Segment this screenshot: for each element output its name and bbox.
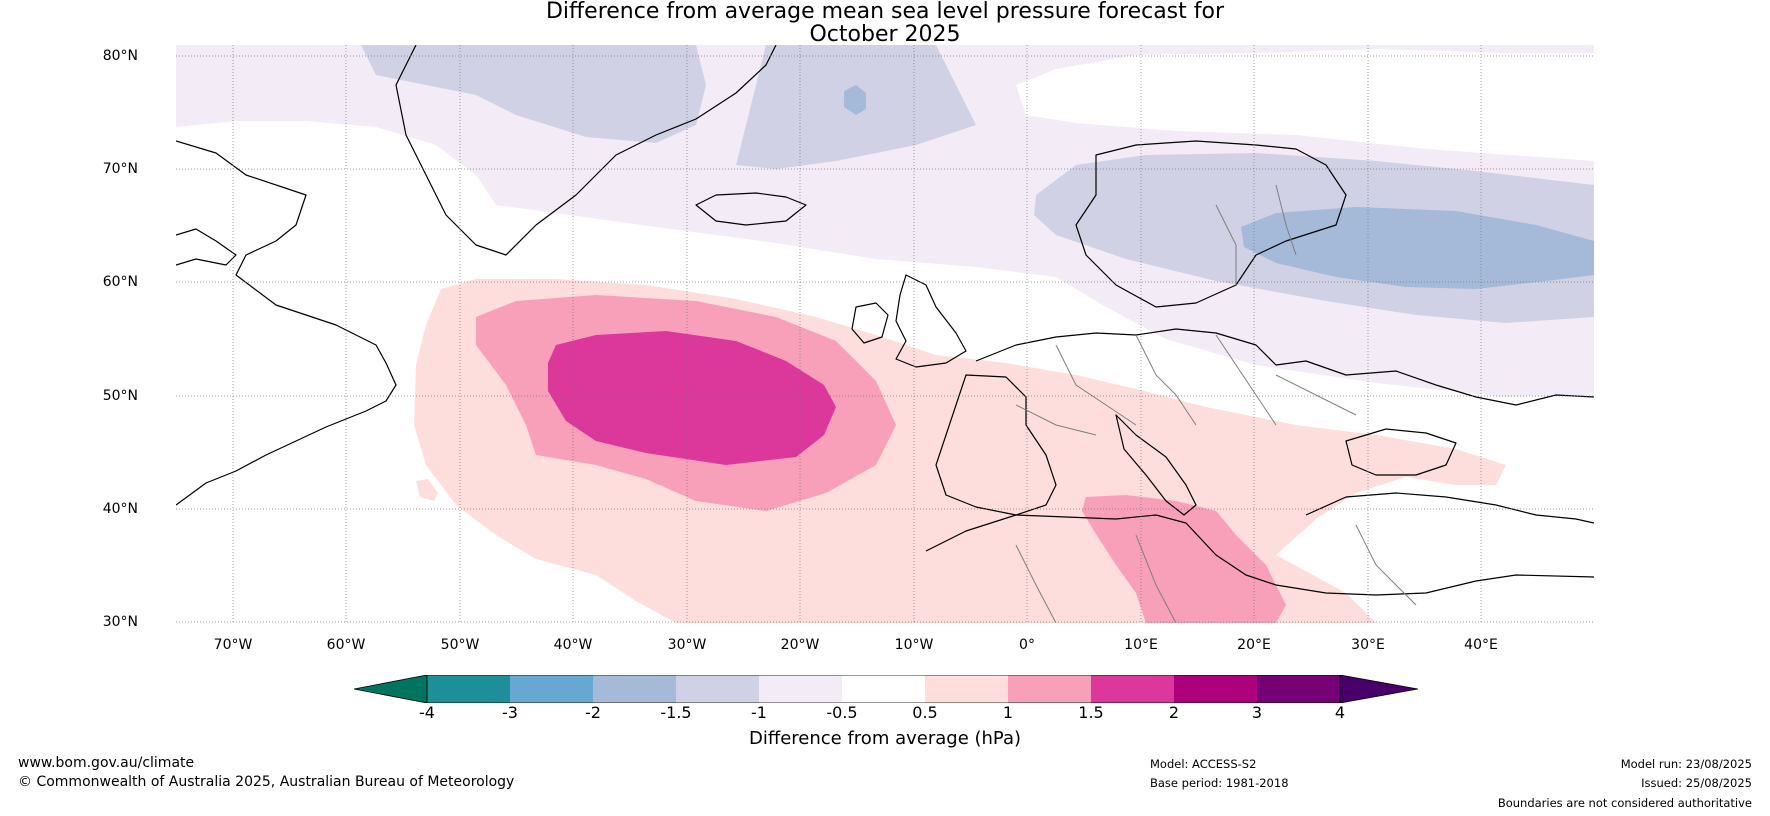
border-10 (1355, 524, 1417, 606)
lat-label-80n: 80°N (102, 48, 138, 64)
colorbar-svg (353, 674, 1419, 704)
coast-italy (1115, 414, 1197, 516)
footer-website: www.bom.gov.au/climate (18, 755, 195, 771)
country-boundaries (1015, 184, 1417, 623)
lat-label-70n: 70°N (102, 161, 138, 177)
colorbar-bin-neg0.5-0.5 (842, 675, 925, 703)
coastlines (176, 45, 1594, 596)
map-svg (176, 45, 1594, 623)
coast-baffin (176, 228, 237, 266)
colorbar (353, 674, 1419, 704)
colorbar-tick-1: 1 (1002, 703, 1014, 722)
contour-pos-0.5-island (416, 479, 438, 501)
lon-label-30w: 30°W (667, 637, 707, 653)
contour-pos-1-mediterranean (1082, 495, 1286, 623)
colorbar-bin-neg1.5-neg1 (676, 675, 759, 703)
border-5 (1015, 404, 1097, 436)
border-9 (1135, 534, 1177, 623)
colorbar-tick-neg3: -3 (502, 703, 518, 722)
map-title: Difference from average mean sea level p… (0, 0, 1770, 46)
lon-label-20w: 20°W (780, 637, 820, 653)
border-7 (1275, 184, 1297, 256)
footer-model-run: Model run: 23/08/2025 (1620, 757, 1752, 771)
title-line-1: Difference from average mean sea level p… (545, 0, 1225, 24)
colorbar-bin-neg4-neg3 (427, 675, 510, 703)
coast-britain (895, 274, 967, 368)
border-8 (1015, 544, 1057, 623)
lon-label-10w: 10°W (894, 637, 934, 653)
border-6 (1215, 204, 1237, 285)
colorbar-tick-2: 2 (1168, 703, 1180, 722)
coast-anatolia (1305, 492, 1594, 524)
colorbar-tick-neg0.5: -0.5 (826, 703, 858, 722)
contour-neg-2-small (844, 85, 866, 115)
coast-iceland (695, 192, 807, 226)
lon-label-70w: 70°W (213, 637, 253, 653)
coast-greenland (395, 45, 777, 256)
lon-label-30e: 30°E (1351, 637, 1385, 653)
lon-label-60w: 60°W (326, 637, 366, 653)
footer-model: Model: ACCESS-S2 (1150, 757, 1257, 771)
colorbar-bin-neg1-neg0.5 (759, 675, 842, 703)
colorbar-tick-neg4: -4 (419, 703, 435, 722)
colorbar-bin-neg3-neg2 (510, 675, 593, 703)
contour-pos-1.5-atlantic (548, 331, 836, 465)
lat-label-30n: 30°N (102, 614, 138, 630)
title-line-2: October 2025 (809, 22, 961, 47)
colorbar-extend-low (353, 674, 428, 704)
coast-north-africa (925, 514, 1594, 596)
colorbar-bin-neg2-neg1.5 (593, 675, 676, 703)
colorbar-tick-4: 4 (1334, 703, 1346, 722)
colorbar-tick-neg1: -1 (751, 703, 767, 722)
colorbar-tick-1.5: 1.5 (1078, 703, 1104, 722)
anomaly-map (176, 45, 1594, 623)
colorbar-bin-1.5-2 (1091, 675, 1174, 703)
colorbar-bin-3-4 (1257, 675, 1340, 703)
border-4 (1275, 374, 1357, 416)
colorbar-tick-0.5: 0.5 (912, 703, 938, 722)
colorbar-extend-high (1339, 674, 1419, 704)
lon-label-40w: 40°W (553, 637, 593, 653)
lon-label-0: 0° (1019, 637, 1035, 653)
lat-label-60n: 60°N (102, 274, 138, 290)
coast-ireland (851, 302, 889, 344)
lon-label-10e: 10°E (1124, 637, 1158, 653)
colorbar-bin-2-3 (1174, 675, 1257, 703)
lon-label-20e: 20°E (1237, 637, 1271, 653)
coast-north-america (176, 140, 397, 506)
coast-iberia (935, 374, 1057, 516)
colorbar-tick-neg2: -2 (585, 703, 601, 722)
colorbar-tick-neg1.5: -1.5 (660, 703, 692, 722)
coast-norway (1075, 140, 1347, 308)
colorbar-label: Difference from average (hPa) (748, 728, 1022, 749)
footer-issued: Issued: 25/08/2025 (1641, 776, 1752, 790)
colorbar-bin-0.5-1 (925, 675, 1008, 703)
contour-neg-1.5-north (361, 45, 706, 143)
contour-neg-0.5-north (176, 45, 1594, 397)
lon-label-40e: 40°E (1464, 637, 1498, 653)
coast-continental-europe (975, 328, 1594, 406)
footer-disclaimer: Boundaries are not considered authoritat… (1497, 796, 1752, 810)
border-1 (1055, 344, 1137, 426)
lon-label-50w: 50°W (440, 637, 480, 653)
border-2 (1135, 334, 1197, 426)
footer-copyright: © Commonwealth of Australia 2025, Austra… (18, 774, 515, 790)
footer-base-period: Base period: 1981-2018 (1150, 776, 1289, 790)
border-3 (1215, 334, 1277, 426)
lat-label-50n: 50°N (102, 388, 138, 404)
coast-black-sea (1345, 428, 1457, 476)
colorbar-tick-3: 3 (1251, 703, 1263, 722)
lat-label-40n: 40°N (102, 501, 138, 517)
gridlines (176, 45, 1594, 623)
colorbar-bin-1-1.5 (1008, 675, 1091, 703)
